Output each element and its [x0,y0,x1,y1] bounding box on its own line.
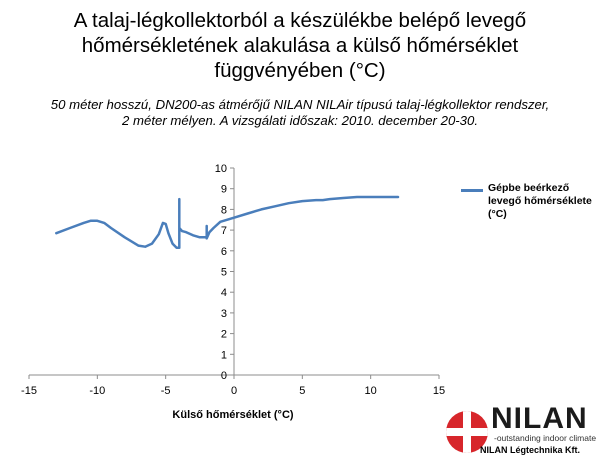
x-tick-label: -15 [21,385,37,397]
chart-title-line-1: A talaj-légkollektorból a készülékbe bel… [73,9,527,32]
x-tick-label: 0 [231,385,237,397]
y-tick-label: 4 [221,287,227,299]
y-tick-label: 10 [215,163,227,175]
legend-series-swatch [461,189,483,192]
x-tick-label: 15 [433,385,445,397]
x-tick-label: 10 [365,385,377,397]
chart-subtitle-line-1: 50 méter hosszú, DN200-as átmérőjű NILAN… [50,97,550,112]
y-tick-label: 9 [221,184,227,196]
y-tick-label: 7 [221,225,227,237]
chart-subtitle-line-2: 2 méter mélyen. A vizsgálati időszak: 20… [122,113,478,128]
danish-flag-icon [446,411,488,453]
y-tick-label: 3 [221,308,227,320]
legend-series-label: Gépbe beérkező levegő hőmérséklete (°C) [488,182,592,220]
y-tick-label: 8 [221,204,227,216]
x-tick-label: -10 [89,385,105,397]
x-axis-label: Külső hőmérséklet (°C) [172,409,293,421]
series-line-0 [55,195,400,249]
chart-title-line-2: hőmérsékletének alakulása a külső hőmérs… [81,34,519,57]
chart-title-line-3: függvényében (°C) [214,59,386,82]
logo-company-name: NILAN Légtechnika Kft. [480,445,581,455]
chart-series [55,195,400,249]
y-tick-label: 5 [221,267,227,279]
logo-wordmark: NILAN [491,402,588,435]
chart-ticks: -15 -10 -5 0 5 10 15 0 1 2 3 4 5 6 7 8 9 10 [21,163,445,397]
logo-tagline: -outstanding indoor climate [494,433,597,443]
chart-title: A talaj-légkollektorból a készülékbe bel… [10,8,590,83]
y-tick-label: 2 [221,329,227,341]
chart-subtitle: 50 méter hosszú, DN200-as átmérőjű NILAN… [10,97,590,129]
nilan-logo: NILAN -outstanding indoor climate NILAN … [442,402,596,455]
y-tick-label: 6 [221,246,227,258]
x-tick-label: -5 [161,385,171,397]
x-tick-label: 5 [299,385,305,397]
y-tick-label: 0 [221,370,227,382]
y-tick-label: 1 [221,349,227,361]
